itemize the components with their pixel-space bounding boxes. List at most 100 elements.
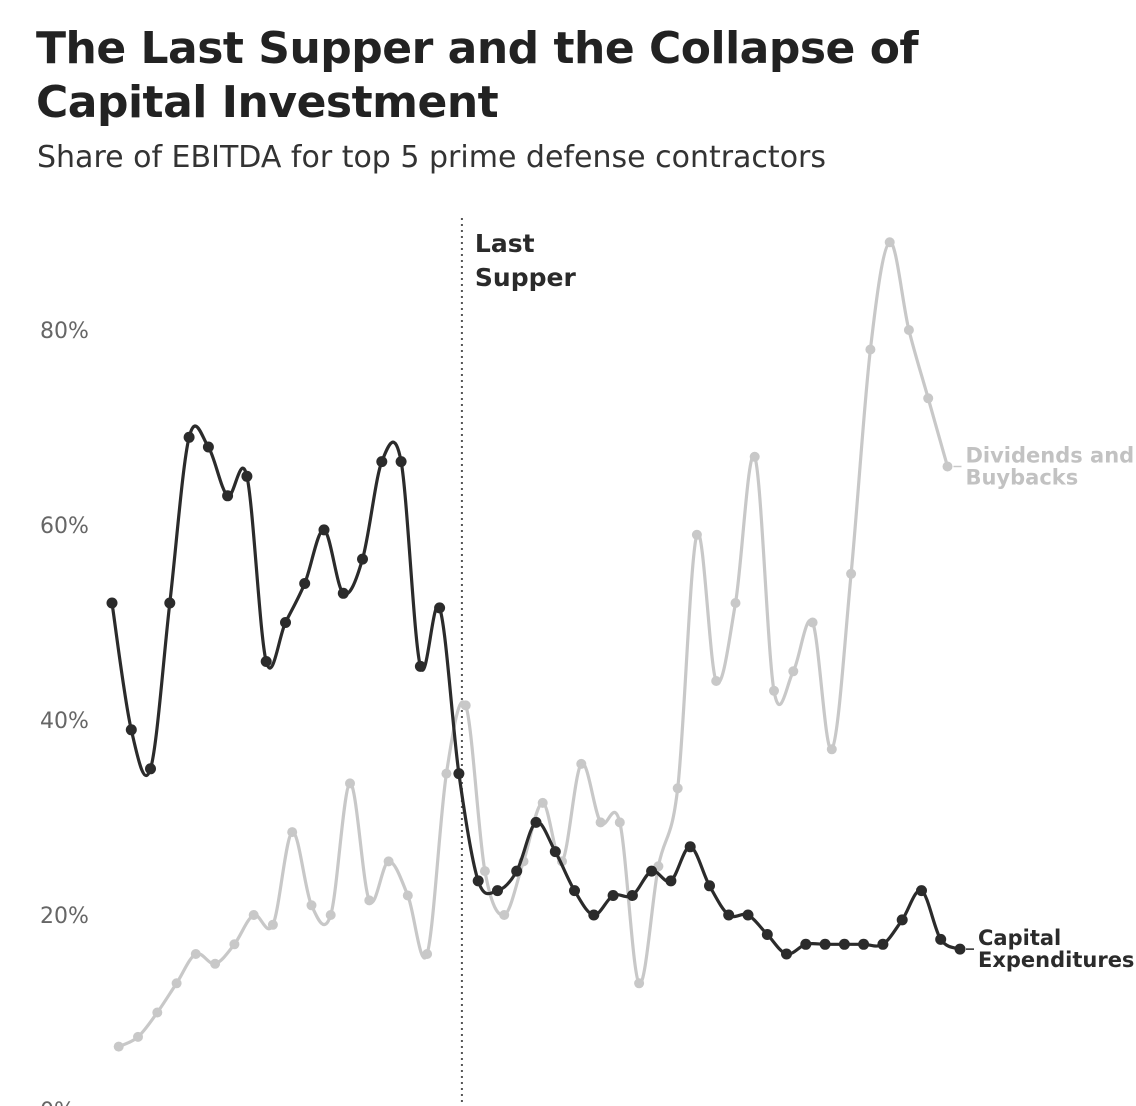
y-tick-label: 60% — [40, 514, 89, 539]
capital-expenditures-label: Expenditures — [978, 948, 1134, 972]
y-tick-label: 20% — [40, 904, 89, 929]
capital-expenditures-point — [453, 768, 465, 780]
dividends-buybacks-point — [749, 451, 760, 462]
dividends-buybacks-point — [576, 758, 587, 769]
capital-expenditures-point — [299, 578, 311, 589]
capital-expenditures-point — [588, 909, 600, 921]
capital-expenditures-point — [357, 553, 368, 565]
capital-expenditures-point — [916, 885, 927, 897]
capital-expenditures-point — [376, 456, 388, 468]
dividends-buybacks-point — [364, 895, 375, 906]
capital-expenditures-point — [202, 441, 214, 453]
capital-expenditures-point — [665, 875, 677, 887]
capital-expenditures-point — [954, 943, 966, 955]
last-supper-annotation: Last Supper — [460, 218, 577, 1106]
capital-expenditures-point — [896, 914, 908, 926]
dividends-buybacks-point — [479, 866, 490, 877]
capital-expenditures-point — [414, 660, 426, 672]
dividends-buybacks-point — [595, 817, 606, 828]
capital-expenditures-point — [607, 890, 619, 901]
capital-expenditures-point — [704, 880, 715, 892]
capital-expenditures-point — [684, 841, 696, 853]
capital-expenditures-point — [434, 602, 446, 614]
capital-expenditures-point — [742, 909, 754, 921]
dividends-buybacks-point — [267, 919, 278, 930]
capital-expenditures-point — [626, 890, 638, 901]
chart-title: The Last Supper and the Collapse of Capi… — [36, 23, 919, 128]
capital-expenditures-point — [838, 938, 850, 950]
capital-expenditures-point — [492, 885, 503, 897]
dividends-buybacks-point — [942, 461, 953, 472]
capital-expenditures-point — [164, 597, 176, 609]
capital-expenditures-point — [318, 524, 330, 536]
dividends-buybacks-point — [152, 1007, 163, 1018]
capital-expenditures-point — [472, 875, 484, 887]
capital-expenditures-point — [337, 587, 349, 599]
dividends-buybacks-point — [345, 778, 355, 789]
y-tick-label: 0% — [40, 1099, 75, 1106]
capital-expenditures-point — [646, 865, 658, 877]
dividends-buybacks-point — [306, 900, 317, 911]
dividends-buybacks-point — [865, 344, 876, 355]
chart-subtitle: Share of EBITDA for top 5 prime defense … — [37, 140, 827, 175]
dividends-buybacks-point — [711, 676, 722, 686]
capital-expenditures-point — [106, 597, 118, 609]
capital-expenditures-point — [781, 948, 792, 960]
last-supper-label: Last — [475, 229, 535, 258]
dividends-buybacks-point — [441, 768, 452, 779]
capital-expenditures-point — [241, 470, 253, 482]
dividends-buybacks-point — [402, 890, 413, 901]
capital-expenditures-point — [183, 431, 195, 443]
capital-expenditures-point — [260, 656, 272, 667]
dividends-buybacks-point — [499, 910, 510, 920]
dividends-buybacks-point — [730, 598, 741, 608]
dividends-buybacks-label: Buybacks — [965, 466, 1078, 490]
dividends-buybacks-line — [118, 240, 950, 1049]
dividends-buybacks-point — [210, 958, 221, 969]
dividends-buybacks-point — [171, 978, 182, 989]
dividends-buybacks-point — [672, 783, 683, 794]
dividends-buybacks-point — [229, 939, 240, 950]
dividends-buybacks-point — [923, 393, 934, 404]
dividends-buybacks-point — [190, 949, 201, 959]
dividends-buybacks-point — [383, 856, 394, 867]
capital-expenditures-point — [935, 933, 947, 945]
dividends-buybacks-point — [903, 325, 914, 335]
capital-expenditures-point — [125, 724, 137, 736]
dividends-buybacks-label: Dividends and — [965, 444, 1134, 468]
capital-expenditures-point — [511, 865, 523, 877]
dividends-buybacks-point — [788, 666, 799, 677]
y-tick-label: 80% — [40, 319, 89, 344]
capital-expenditures-point — [145, 763, 156, 775]
capital-expenditures-label: Capital — [978, 926, 1061, 950]
capital-expenditures-point — [761, 929, 773, 940]
dividends-buybacks-point — [325, 910, 336, 920]
capital-expenditures-point — [222, 490, 234, 502]
capital-expenditures-point — [569, 885, 580, 897]
last-supper-label: Supper — [475, 263, 577, 292]
y-axis: 0% 20% 40% 60% 80% — [40, 319, 89, 1106]
capital-expenditures-point — [877, 938, 889, 950]
dividends-buybacks-point — [287, 827, 298, 838]
dividends-buybacks-point — [846, 568, 857, 579]
dividends-buybacks-point — [807, 617, 818, 628]
capital-expenditures-point — [395, 456, 407, 468]
dividends-buybacks-point — [422, 949, 433, 959]
y-tick-label: 40% — [40, 709, 89, 734]
capital-expenditures-point — [800, 938, 812, 950]
dividends-buybacks-point — [769, 685, 779, 696]
dividends-buybacks-point — [248, 910, 259, 920]
capital-expenditures-point — [549, 846, 561, 858]
capital-expenditures-point — [723, 909, 735, 921]
dividends-buybacks-point — [113, 1041, 124, 1052]
dividends-buybacks-point — [614, 817, 625, 828]
capital-expenditures-point — [280, 617, 291, 628]
dividends-buybacks-point — [537, 797, 548, 808]
capital-expenditures-point — [530, 816, 542, 828]
capital-expenditures-point — [858, 938, 870, 950]
dividends-buybacks-point — [133, 1031, 143, 1042]
